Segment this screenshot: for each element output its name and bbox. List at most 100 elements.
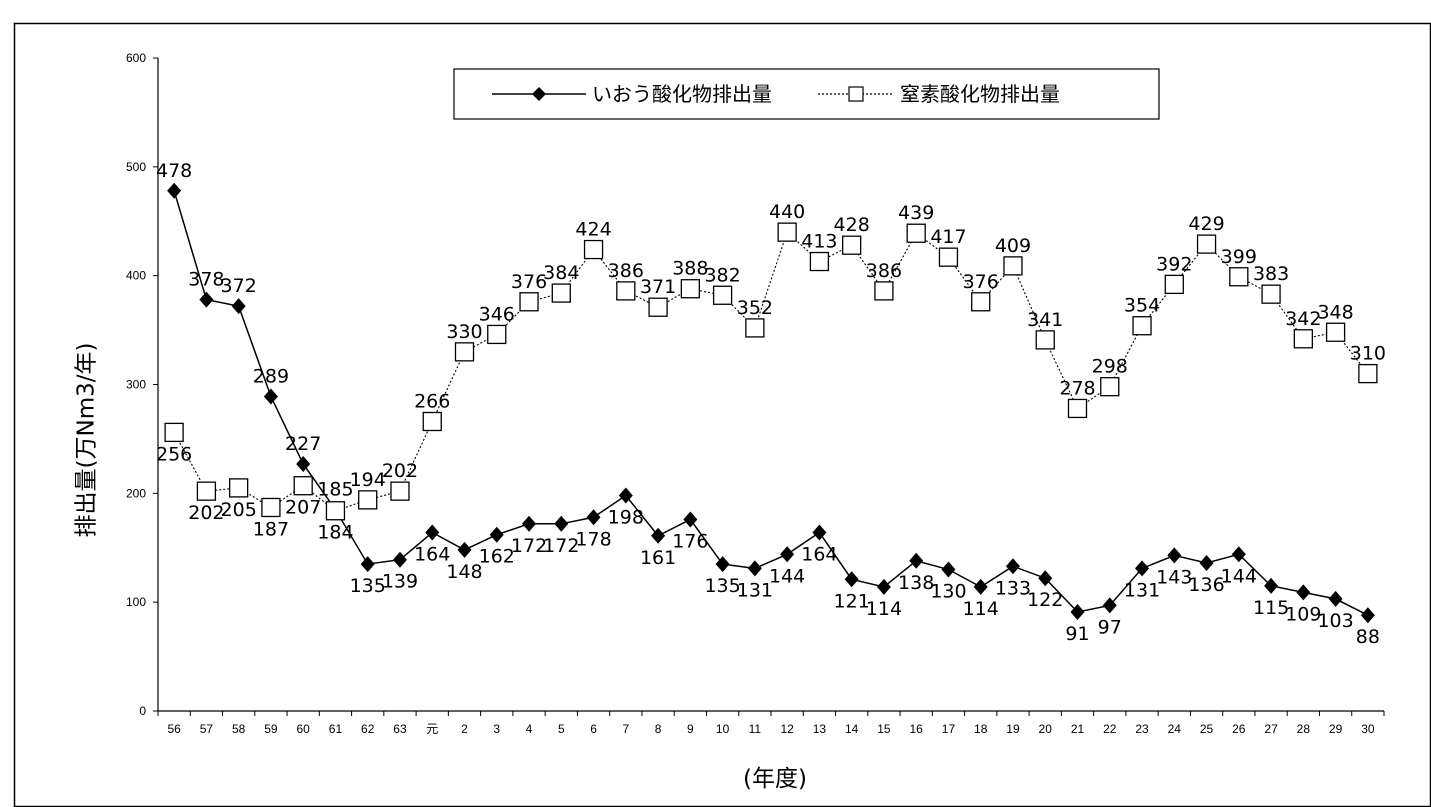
sox-point [1264,577,1279,594]
sox-data-label: 164 [801,544,837,566]
x-tick-label: 元 [426,722,438,736]
x-tick-label: 10 [716,722,730,736]
sox-point [715,556,730,573]
nox-point [519,292,539,312]
x-tick-label: 25 [1200,722,1214,736]
nox-data-label: 399 [1221,246,1257,268]
sox-point [1328,590,1343,607]
nox-data-label: 440 [769,201,805,223]
nox-point [358,490,378,510]
nox-point [1164,274,1184,295]
x-tick-label: 28 [1297,722,1311,736]
nox-point [712,285,733,305]
sox-data-label: 131 [1124,579,1160,601]
sox-data-label: 378 [188,269,224,291]
x-tick-label: 26 [1232,722,1246,736]
nox-data-label: 330 [446,321,482,343]
x-tick-label: 56 [167,722,181,736]
x-tick-label: 58 [232,722,246,736]
x-tick-label: 27 [1264,722,1278,736]
sox-data-label: 162 [479,546,515,568]
y-tick-label: 600 [126,51,146,65]
nox-data-label: 392 [1156,253,1192,275]
sox-data-label: 122 [1027,589,1063,611]
sox-data-label: 164 [414,544,450,566]
sox-data-label: 135 [704,575,740,597]
nox-data-label: 417 [930,226,966,248]
nox-data-label: 205 [221,499,257,521]
legend-label-sox: いおう酸化物排出量 [592,82,772,106]
sox-point [747,560,762,577]
nox-data-label: 184 [317,522,353,544]
sox-point [167,182,182,199]
sox-data-label: 121 [834,590,870,612]
nox-data-label: 383 [1253,263,1289,285]
nox-point [1100,377,1120,397]
nox-point [1229,267,1249,287]
nox-data-label: 348 [1317,301,1353,323]
sox-data-label: 172 [543,535,579,557]
nox-data-label: 202 [382,460,418,482]
sox-point [844,571,859,588]
nox-point [1132,316,1152,336]
nox-data-label: 346 [479,303,515,325]
nox-data-label: 194 [350,469,386,491]
sox-point [1199,554,1214,571]
nox-point [1358,363,1378,384]
nox-data-label: 428 [834,214,870,236]
x-tick-label: 22 [1103,722,1117,736]
nox-data-label: 202 [188,502,224,524]
sox-point [522,515,537,532]
legend-diamond-icon [532,87,546,101]
nox-data-label: 187 [253,518,289,540]
sox-point [651,527,666,544]
nox-point [680,279,700,299]
x-tick-label: 15 [877,722,891,736]
sox-data-label: 172 [511,535,547,557]
nox-point [616,281,636,301]
sox-point [1360,607,1375,624]
legend-square-icon [848,86,864,102]
sox-data-label: 88 [1356,626,1380,648]
nox-point [293,476,313,496]
sox-data-label: 144 [769,565,805,587]
x-tick-label: 14 [845,722,859,736]
x-tick-label: 18 [974,722,988,736]
sox-data-label: 138 [898,572,934,594]
nox-data-label: 278 [1059,377,1095,399]
sox-point [392,551,407,568]
sox-data-label: 372 [221,275,257,297]
sox-point [1038,570,1053,587]
sox-point [425,524,440,541]
nox-point [1035,330,1055,350]
nox-point [809,251,830,272]
nox-point [454,342,475,362]
sox-point [1070,603,1085,620]
sox-data-label: 176 [672,530,708,552]
sox-data-label: 144 [1221,565,1257,587]
nox-point [1261,284,1281,304]
nox-point [971,292,991,312]
sox-data-label: 136 [1188,574,1224,596]
x-tick-label: 23 [1135,722,1149,736]
sox-point [683,511,698,528]
sox-point [876,578,891,595]
nox-data-label: 424 [575,219,611,241]
nox-data-label: 352 [737,297,773,319]
nox-data-label: 256 [156,443,192,465]
sox-point [909,552,924,569]
legend-label-nox: 窒素酸化物排出量 [900,82,1060,106]
nox-data-label: 371 [640,276,676,298]
x-tick-label: 20 [1039,722,1053,736]
sox-data-label: 130 [930,581,966,603]
x-tick-label: 12 [780,722,794,736]
sox-data-label: 161 [640,547,676,569]
nox-data-label: 386 [608,260,644,282]
y-tick-label: 300 [126,378,146,392]
nox-data-label: 382 [704,264,740,286]
y-tick-label: 100 [126,595,146,609]
nox-point [874,281,894,301]
sox-point [489,526,504,543]
x-tick-label: 5 [558,722,565,736]
